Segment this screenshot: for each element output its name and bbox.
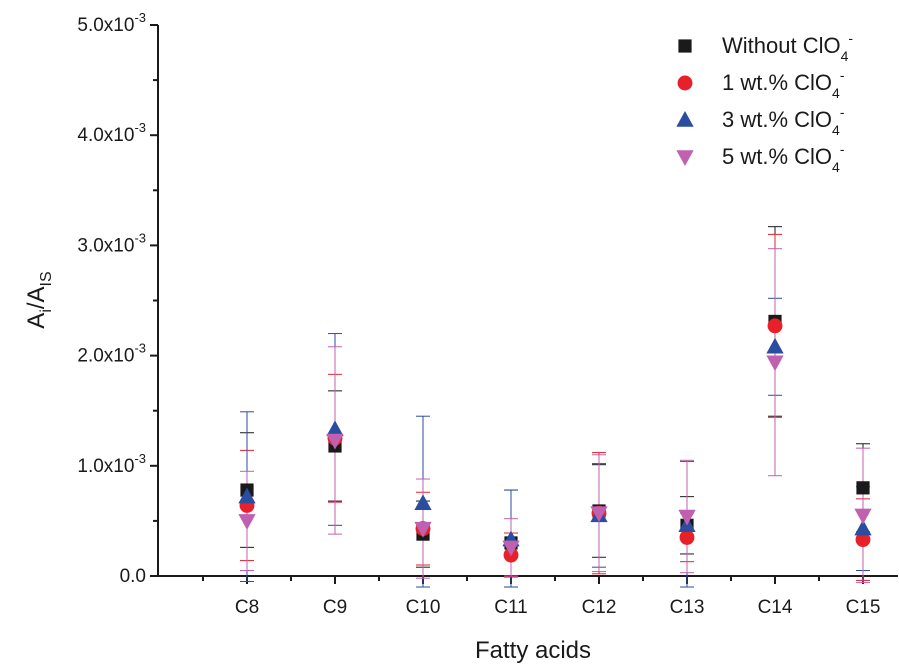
- y-tick-label: 0.0: [120, 566, 146, 587]
- data-point: [590, 506, 608, 523]
- data-point: [238, 487, 256, 504]
- error-bars: [240, 226, 870, 588]
- x-tick-label: C10: [406, 597, 441, 618]
- data-point: [854, 508, 872, 525]
- x-tick-label: C11: [494, 597, 527, 618]
- data-point: [678, 509, 696, 526]
- legend: Without ClO4-1 wt.% ClO4-3 wt.% ClO4-5 w…: [676, 30, 853, 175]
- legend-label: Without ClO4-: [722, 30, 853, 64]
- legend-label: 1 wt.% ClO4-: [722, 67, 845, 101]
- data-markers: [238, 314, 872, 563]
- y-tick-label: 2.0x10-3: [77, 341, 146, 367]
- x-tick-label: C14: [758, 597, 793, 618]
- data-point: [238, 514, 256, 530]
- y-tick-label: 3.0x10-3: [77, 230, 146, 256]
- data-point: [856, 481, 870, 495]
- y-tick-label: 4.0x10-3: [77, 120, 146, 146]
- data-point: [414, 521, 432, 538]
- y-tick-label: 1.0x10-3: [77, 451, 146, 477]
- x-axis-title: Fatty acids: [475, 637, 591, 664]
- data-point: [326, 433, 344, 450]
- y-ticks: 0.0 1.0x10-3 2.0x10-3 3.0x10-3 4.0x10-3 5.0x1…: [77, 10, 158, 587]
- legend-marker: [678, 39, 692, 53]
- legend-label: 5 wt.% ClO4-: [722, 141, 845, 175]
- legend-marker: [677, 75, 693, 91]
- data-point: [766, 355, 784, 372]
- data-point: [855, 532, 871, 548]
- legend-marker: [676, 150, 694, 166]
- legend-marker: [676, 111, 694, 127]
- x-tick-label: C15: [846, 597, 881, 618]
- data-point: [854, 519, 872, 536]
- data-point: [679, 529, 695, 545]
- x-tick-label: C9: [323, 597, 347, 618]
- legend-label: 3 wt.% ClO4-: [722, 104, 845, 138]
- data-point: [326, 420, 344, 437]
- data-point: [414, 494, 432, 511]
- x-tick-label: C8: [235, 597, 259, 618]
- x-tick-label: C12: [582, 597, 617, 618]
- y-tick-label: 5.0x10-3: [77, 10, 146, 36]
- data-point: [502, 540, 520, 557]
- data-point: [767, 318, 783, 334]
- x-tick-label: C13: [670, 597, 705, 618]
- y-axis-title: Ai/AIS: [23, 271, 55, 328]
- x-ticks: C8 C9 C10 C11 C12 C13 C14 C15: [202, 576, 881, 618]
- data-point: [766, 337, 784, 354]
